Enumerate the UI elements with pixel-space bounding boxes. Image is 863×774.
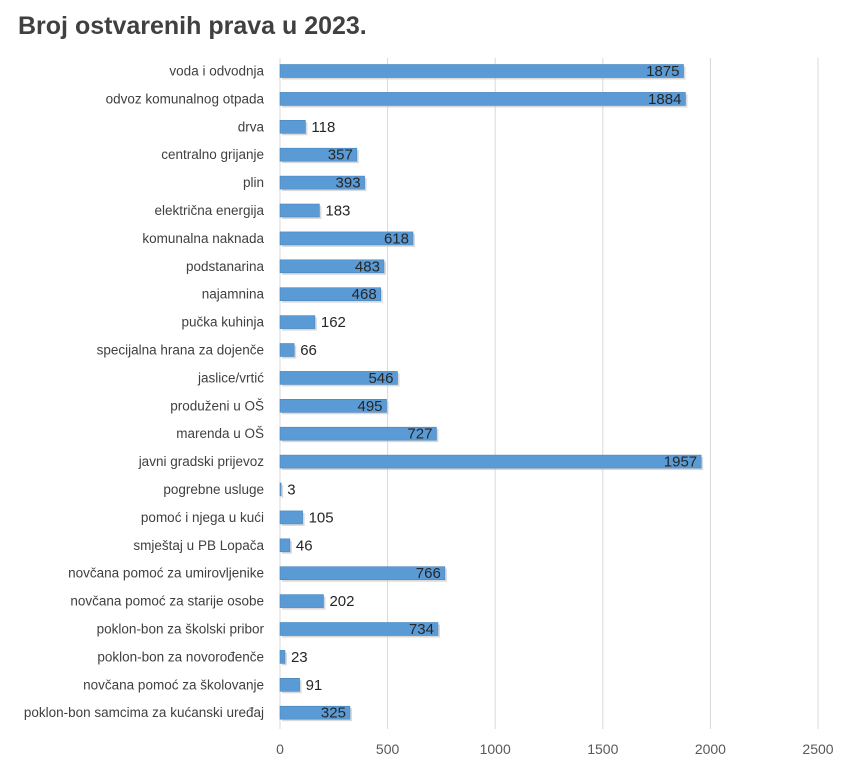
category-label: marenda u OŠ bbox=[176, 426, 264, 441]
data-label: 325 bbox=[321, 705, 346, 722]
data-label: 546 bbox=[368, 370, 393, 387]
bar bbox=[279, 120, 306, 134]
bar bbox=[279, 398, 387, 413]
x-tick-label: 2000 bbox=[695, 741, 726, 757]
data-label: 766 bbox=[416, 565, 441, 582]
data-label: 483 bbox=[355, 258, 380, 275]
category-label: specijalna hrana za dojenče bbox=[97, 343, 264, 358]
category-label: voda i odvodnja bbox=[169, 64, 264, 79]
bar bbox=[279, 538, 291, 553]
data-label: 468 bbox=[352, 286, 377, 303]
data-label: 618 bbox=[384, 230, 409, 247]
category-label: pučka kuhinja bbox=[181, 315, 264, 330]
data-label: 202 bbox=[329, 593, 354, 610]
data-label: 357 bbox=[328, 147, 353, 164]
x-tick-label: 500 bbox=[376, 741, 400, 757]
x-tick-label: 0 bbox=[276, 741, 284, 757]
category-label: smještaj u PB Lopača bbox=[133, 538, 264, 553]
data-label: 393 bbox=[336, 175, 361, 192]
bar bbox=[279, 426, 437, 441]
data-label: 3 bbox=[287, 482, 295, 499]
data-label: 1875 bbox=[646, 63, 679, 80]
bar bbox=[279, 343, 295, 357]
x-tick-label: 1000 bbox=[480, 741, 511, 757]
bar bbox=[279, 64, 684, 78]
category-label: novčana pomoć za starije osobe bbox=[70, 594, 264, 609]
category-label: plin bbox=[243, 175, 264, 190]
bar bbox=[279, 650, 286, 664]
bar bbox=[279, 622, 439, 636]
bar-shadow bbox=[282, 485, 284, 498]
bar bbox=[279, 510, 303, 525]
bar bbox=[279, 231, 414, 246]
bar bbox=[279, 259, 385, 274]
category-label: odvoz komunalnog otpada bbox=[106, 91, 265, 106]
bar bbox=[279, 147, 358, 162]
bar bbox=[279, 482, 282, 497]
category-label: novčana pomoć za umirovljenike bbox=[68, 566, 264, 581]
grid-lines bbox=[279, 58, 819, 729]
data-label: 1957 bbox=[664, 454, 697, 471]
bar bbox=[279, 594, 324, 608]
category-label: pogrebne usluge bbox=[163, 482, 264, 497]
x-tick-label: 2500 bbox=[802, 741, 833, 757]
data-label: 105 bbox=[309, 509, 334, 526]
category-label: produženi u OŠ bbox=[170, 398, 264, 413]
category-label: novčana pomoć za školovanje bbox=[83, 677, 264, 692]
x-tick-label: 1500 bbox=[587, 741, 618, 757]
category-label: poklon-bon samcima za kućanski uređaj bbox=[24, 705, 264, 720]
bar bbox=[279, 92, 686, 106]
data-label: 1884 bbox=[648, 91, 681, 108]
bar bbox=[279, 566, 446, 581]
category-label: poklon-bon za školski pribor bbox=[97, 622, 265, 637]
category-labels: voda i odvodnja odvoz komunalnog otpada dr… bbox=[24, 64, 265, 721]
bar bbox=[279, 705, 351, 720]
category-label: centralno grijanje bbox=[161, 147, 264, 162]
category-label: pomoć i njega u kući bbox=[141, 510, 264, 525]
category-label: električna energija bbox=[154, 203, 264, 218]
data-label: 162 bbox=[321, 314, 346, 331]
data-label: 66 bbox=[300, 342, 317, 359]
data-label: 91 bbox=[306, 677, 323, 694]
bar bbox=[279, 175, 365, 190]
chart-title: Broj ostvarenih prava u 2023. bbox=[18, 12, 367, 40]
bar bbox=[279, 203, 320, 218]
data-label: 734 bbox=[409, 621, 434, 638]
category-label: komunalna naknada bbox=[142, 231, 264, 246]
category-label: najamnina bbox=[202, 287, 265, 302]
data-label: 727 bbox=[407, 426, 432, 443]
category-label: jaslice/vrtić bbox=[197, 370, 264, 385]
bar bbox=[279, 371, 398, 385]
data-label: 118 bbox=[311, 119, 335, 136]
bar bbox=[279, 315, 316, 329]
x-tick-labels: 0 500 1000 1500 2000 2500 bbox=[276, 741, 834, 757]
bar bbox=[279, 454, 702, 469]
bar bbox=[279, 677, 300, 692]
category-label: javni gradski prijevoz bbox=[138, 454, 265, 469]
data-label: 46 bbox=[296, 537, 313, 554]
category-label: poklon-bon za novorođenče bbox=[97, 649, 264, 664]
category-label: podstanarina bbox=[186, 259, 265, 274]
data-label: 23 bbox=[291, 649, 308, 666]
bar bbox=[279, 287, 382, 302]
data-label: 495 bbox=[357, 398, 382, 415]
category-label: drva bbox=[238, 119, 265, 134]
data-label: 183 bbox=[325, 203, 350, 220]
